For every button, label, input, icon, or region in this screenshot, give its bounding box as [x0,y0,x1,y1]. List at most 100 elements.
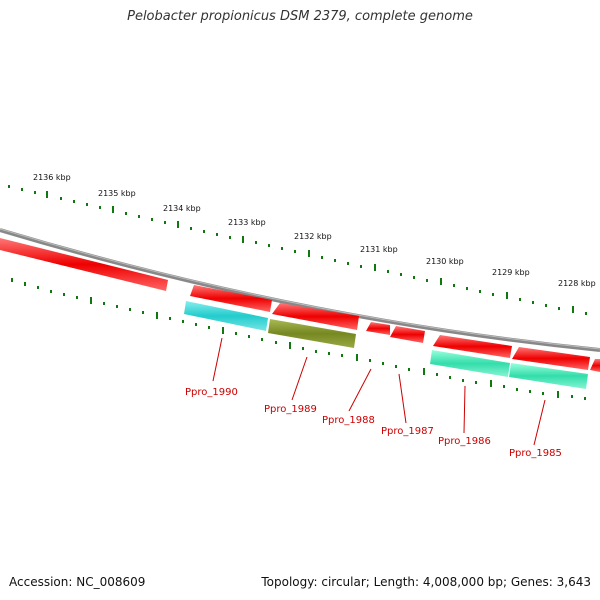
cds-feature [512,347,590,370]
cds-feature [390,326,425,343]
minor-tick [164,221,166,224]
minor-tick [216,233,218,236]
minor-tick [302,347,304,350]
minor-tick [235,332,237,335]
leader-line [533,399,546,446]
minor-tick [182,320,184,323]
major-tick [440,278,442,285]
minor-tick [449,376,451,379]
minor-tick [584,397,586,400]
minor-tick [545,304,547,307]
minor-tick [203,230,205,233]
major-tick [356,354,358,361]
forward-cds-track [0,238,600,372]
minor-tick [37,286,39,289]
scale-label: 2133 kbp [228,218,266,227]
minor-tick [516,388,518,391]
minor-tick [142,311,144,314]
minor-tick [99,206,101,209]
minor-tick [395,365,397,368]
minor-tick [479,290,481,293]
minor-tick [475,381,477,384]
minor-tick [151,218,153,221]
gene-label-ppro-1988: Ppro_1988 [322,415,375,426]
minor-tick [529,390,531,393]
minor-tick [408,368,410,371]
minor-tick [261,338,263,341]
genome-backbone [0,228,600,352]
major-tick [557,391,559,398]
major-tick [177,221,179,228]
minor-tick [413,276,415,279]
minor-tick [8,185,10,188]
cds-feature-ppro-1986 [430,350,510,377]
minor-tick [542,392,544,395]
inner-tick-track [11,278,586,400]
minor-tick [585,312,587,315]
minor-tick [195,323,197,326]
scale-label: 2128 kbp [558,279,596,288]
minor-tick [255,241,257,244]
map-title: Pelobacter propionicus DSM 2379, complet… [127,9,473,24]
minor-tick [125,212,127,215]
minor-tick [519,298,521,301]
leader-line [291,356,308,401]
minor-tick [275,341,277,344]
cds-feature-ppro-1989 [268,319,356,348]
minor-tick [103,302,105,305]
minor-tick [382,362,384,365]
minor-tick [466,287,468,290]
minor-tick [248,335,250,338]
minor-tick [400,273,402,276]
major-tick [46,191,48,198]
leader-line [398,373,407,424]
scale-label: 2131 kbp [360,245,398,254]
minor-tick [558,307,560,310]
cds-feature [0,238,168,291]
minor-tick [138,215,140,218]
minor-tick [571,395,573,398]
gene-labels: Ppro_1990 Ppro_1989 Ppro_1988 Ppro_1987 … [185,387,562,459]
genome-backbone-highlight [0,228,600,350]
major-tick [572,306,574,313]
gene-label-ppro-1985: Ppro_1985 [509,448,562,459]
scale-labels: 2136 kbp 2135 kbp 2134 kbp 2133 kbp 2132… [33,173,596,288]
leader-line [348,368,372,412]
scale-label: 2134 kbp [163,204,201,213]
minor-tick [334,259,336,262]
cds-feature-ppro-1985 [509,363,588,389]
minor-tick [24,282,26,286]
minor-tick [116,305,118,308]
leader-line [463,385,466,434]
gene-label-ppro-1989: Ppro_1989 [264,404,317,415]
cds-feature [433,335,512,358]
cds-feature [590,359,600,372]
minor-tick [60,197,62,200]
minor-tick [63,293,65,296]
minor-tick [73,200,75,203]
minor-tick [315,350,317,353]
minor-tick [281,247,283,250]
cds-feature [366,322,390,335]
scale-label: 2136 kbp [33,173,71,182]
cds-feature-ppro-1990 [184,301,268,331]
minor-tick [34,191,36,194]
minor-tick [76,296,78,299]
minor-tick [229,236,231,239]
topology-text: Topology: circular; Length: 4,008,000 bp… [261,575,591,589]
minor-tick [503,385,505,388]
minor-tick [50,290,52,293]
major-tick [374,264,376,271]
major-tick [156,312,158,319]
minor-tick [129,308,131,311]
minor-tick [347,262,349,265]
minor-tick [11,278,13,282]
cds-feature [272,303,359,330]
minor-tick [294,250,296,253]
major-tick [423,368,425,375]
gene-label-ppro-1986: Ppro_1986 [438,436,491,447]
minor-tick [21,188,23,191]
gene-label-ppro-1990: Ppro_1990 [185,387,238,398]
outer-tick-track [8,185,587,315]
